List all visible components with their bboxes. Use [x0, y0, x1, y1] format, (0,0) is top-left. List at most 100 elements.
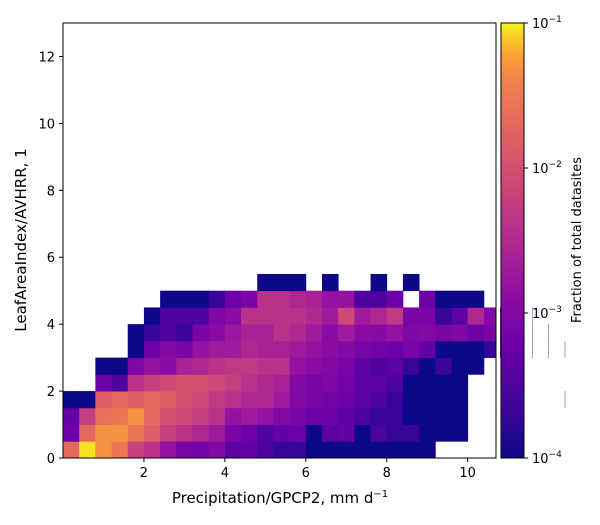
- heatmap-cell: [402, 307, 420, 325]
- heatmap-cell: [257, 290, 274, 308]
- heatmap-cell: [143, 340, 161, 359]
- y-tick-label: 12: [38, 50, 55, 65]
- heatmap-cell: [160, 307, 177, 325]
- heatmap-cell: [273, 290, 291, 308]
- heatmap-cell: [273, 273, 291, 292]
- heatmap-cell: [451, 290, 469, 308]
- heatmap-cell: [95, 424, 112, 442]
- y-tick-label: 2: [47, 385, 55, 400]
- heatmap-cell: [208, 391, 226, 409]
- heatmap-cell: [257, 407, 274, 425]
- heatmap-cell: [63, 407, 80, 425]
- heatmap-cell: [241, 391, 258, 409]
- heatmap-cell: [257, 424, 274, 442]
- heatmap-cell: [273, 391, 291, 409]
- heatmap-cell: [192, 307, 210, 325]
- heatmap-cell: [402, 407, 420, 425]
- y-tick-label: 0: [47, 452, 55, 467]
- heatmap-cell: [305, 391, 323, 409]
- heatmap-cell: [289, 441, 307, 459]
- x-tick-label: 10: [459, 466, 476, 481]
- heatmap-cell: [176, 391, 193, 409]
- heatmap-cell: [127, 391, 145, 409]
- heatmap-cell: [305, 407, 323, 425]
- heatmap-cell: [273, 340, 291, 359]
- heatmap-cell: [111, 441, 129, 459]
- heatmap-cell: [143, 307, 161, 325]
- heatmap-cell: [402, 273, 420, 292]
- heatmap-cell: [224, 290, 242, 308]
- heatmap-cell: [370, 391, 388, 409]
- heatmap-cell: [208, 407, 226, 425]
- heatmap-cell: [224, 307, 242, 325]
- heatmap-cell: [354, 441, 371, 459]
- y-tick-label: 6: [47, 251, 55, 266]
- heatmap-cell: [370, 357, 388, 375]
- heatmap-cell: [95, 391, 112, 409]
- heatmap-cell: [257, 374, 274, 392]
- heatmap-cell: [160, 407, 177, 425]
- heatmap-cell: [386, 307, 404, 325]
- heatmap-cell: [451, 324, 469, 342]
- heatmap-cell: [370, 290, 388, 308]
- y-axis-label: LeafAreaIndex/AVHRR, 1: [12, 148, 30, 331]
- heatmap-cell: [208, 424, 226, 442]
- heatmap-cell: [289, 290, 307, 308]
- heatmap-cell: [208, 374, 226, 392]
- heatmap-cell: [483, 324, 497, 342]
- heatmap-cell: [79, 424, 96, 442]
- heatmap-cell: [192, 374, 210, 392]
- heatmap-cell: [338, 424, 355, 442]
- heatmap-cell: [451, 307, 469, 325]
- heatmap-cell: [143, 407, 161, 425]
- heatmap-cell: [224, 324, 242, 342]
- heatmap-cell: [273, 307, 291, 325]
- heatmap-cell: [289, 273, 307, 292]
- heatmap-cell: [305, 340, 323, 359]
- heatmap-cell: [305, 424, 323, 442]
- heatmap-cell: [63, 424, 80, 442]
- heatmap-cell: [419, 324, 436, 342]
- heatmap-cell: [127, 340, 145, 359]
- heatmap-cell: [160, 324, 177, 342]
- heatmap-cell: [321, 307, 339, 325]
- heatmap-cell: [386, 374, 404, 392]
- heatmap-cell: [160, 441, 177, 459]
- heatmap-cell: [63, 441, 80, 459]
- heatmap-cell: [435, 424, 452, 442]
- heatmap-cell: [419, 374, 436, 392]
- colorbar-label: Fraction of total datasites: [570, 157, 585, 323]
- heatmap-cell: [419, 290, 436, 308]
- heatmap-cell: [402, 340, 420, 359]
- heatmap-cell: [483, 340, 497, 359]
- heatmap-cell: [241, 290, 258, 308]
- heatmap-cell: [435, 340, 452, 359]
- x-axis-label-superscript: −1: [373, 489, 388, 500]
- heatmap-cell: [354, 307, 371, 325]
- heatmap-cell: [127, 374, 145, 392]
- heatmap-cell: [435, 307, 452, 325]
- heatmap-cell: [192, 357, 210, 375]
- heatmap-cell: [305, 324, 323, 342]
- heatmap-cell: [370, 407, 388, 425]
- heatmap-cell: [419, 391, 436, 409]
- heatmap-cells: [63, 273, 566, 459]
- heatmap-cell: [386, 357, 404, 375]
- heatmap-cell: [176, 340, 193, 359]
- heatmap-cell: [289, 324, 307, 342]
- heatmap-cell: [111, 374, 129, 392]
- heatmap-cell: [370, 441, 388, 459]
- heatmap-cell: [419, 340, 436, 359]
- colorbar-tick-label: 10−2: [532, 160, 562, 177]
- heatmap-cell: [402, 357, 420, 375]
- heatmap-cell: [127, 441, 145, 459]
- heatmap-cell: [273, 441, 291, 459]
- heatmap-cell: [305, 374, 323, 392]
- heatmap-cell: [435, 374, 452, 392]
- x-tick-label: 8: [383, 466, 391, 481]
- heatmap-cell: [419, 357, 436, 375]
- heatmap-cell: [289, 307, 307, 325]
- heatmap-cell: [224, 407, 242, 425]
- x-tick-label: 2: [140, 466, 148, 481]
- heatmap-cell: [241, 441, 258, 459]
